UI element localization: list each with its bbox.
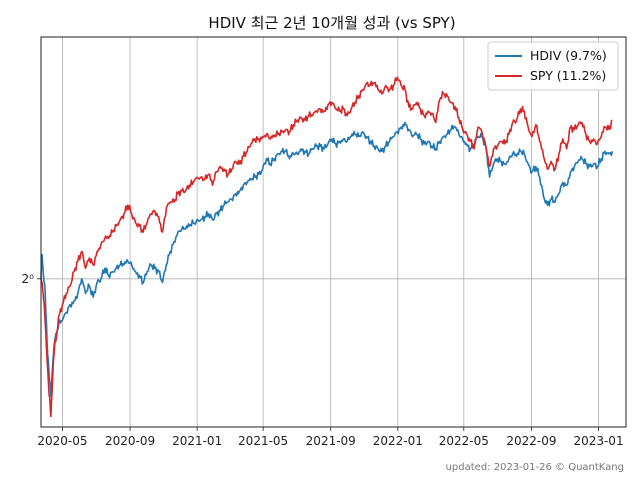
- x-tick-label: 2022-09: [506, 434, 556, 448]
- chart-title: HDIV 최근 2년 10개월 성과 (vs SPY): [208, 14, 455, 32]
- x-tick-label: 2022-05: [439, 434, 489, 448]
- series-lines: [40, 76, 614, 418]
- x-tick-label: 2020-09: [105, 434, 155, 448]
- axis-ticks: 2020-05 2020-09 2021-01 2021-05 2021-09 2022-…: [22, 272, 624, 448]
- x-tick-label: 2020-05: [37, 434, 87, 448]
- x-tick-label: 2021-01: [172, 434, 222, 448]
- legend-label-spy: SPY (11.2%): [530, 68, 606, 83]
- plot-frame: [40, 36, 627, 428]
- x-tick-label: 2021-05: [238, 434, 288, 448]
- series-line-hdiv: [40, 121, 614, 397]
- legend-label-hdiv: HDIV (9.7%): [530, 48, 607, 63]
- x-tick-label: 2022-01: [373, 434, 423, 448]
- y-tick-label: 2⁰: [22, 272, 35, 286]
- gridlines: [41, 37, 626, 427]
- x-tick-label: 2021-09: [306, 434, 356, 448]
- legend: HDIV (9.7%) SPY (11.2%): [487, 41, 619, 91]
- x-tick-label: 2023-01: [573, 434, 623, 448]
- footer-updated: updated: 2023-01-26 © QuantKang: [446, 462, 624, 473]
- series-line-spy: [40, 76, 613, 418]
- legend-box: [487, 41, 619, 91]
